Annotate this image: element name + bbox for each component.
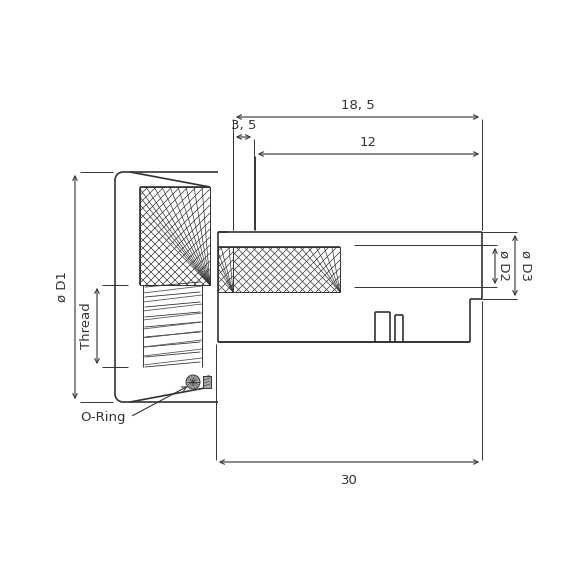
Circle shape (186, 375, 200, 389)
Text: 30: 30 (340, 474, 357, 487)
Text: ø D3: ø D3 (519, 250, 532, 281)
Text: 3, 5: 3, 5 (231, 119, 256, 132)
Text: O-Ring: O-Ring (80, 410, 126, 424)
Bar (140, 187, 210, 285)
Text: ø D2: ø D2 (497, 250, 510, 282)
Bar (233, 247, 340, 292)
Text: Thread: Thread (80, 303, 93, 349)
Text: ø D1: ø D1 (56, 271, 69, 303)
Bar (203, 376, 211, 388)
Bar (218, 247, 233, 292)
Text: 18, 5: 18, 5 (340, 99, 374, 112)
Text: 12: 12 (360, 136, 377, 149)
